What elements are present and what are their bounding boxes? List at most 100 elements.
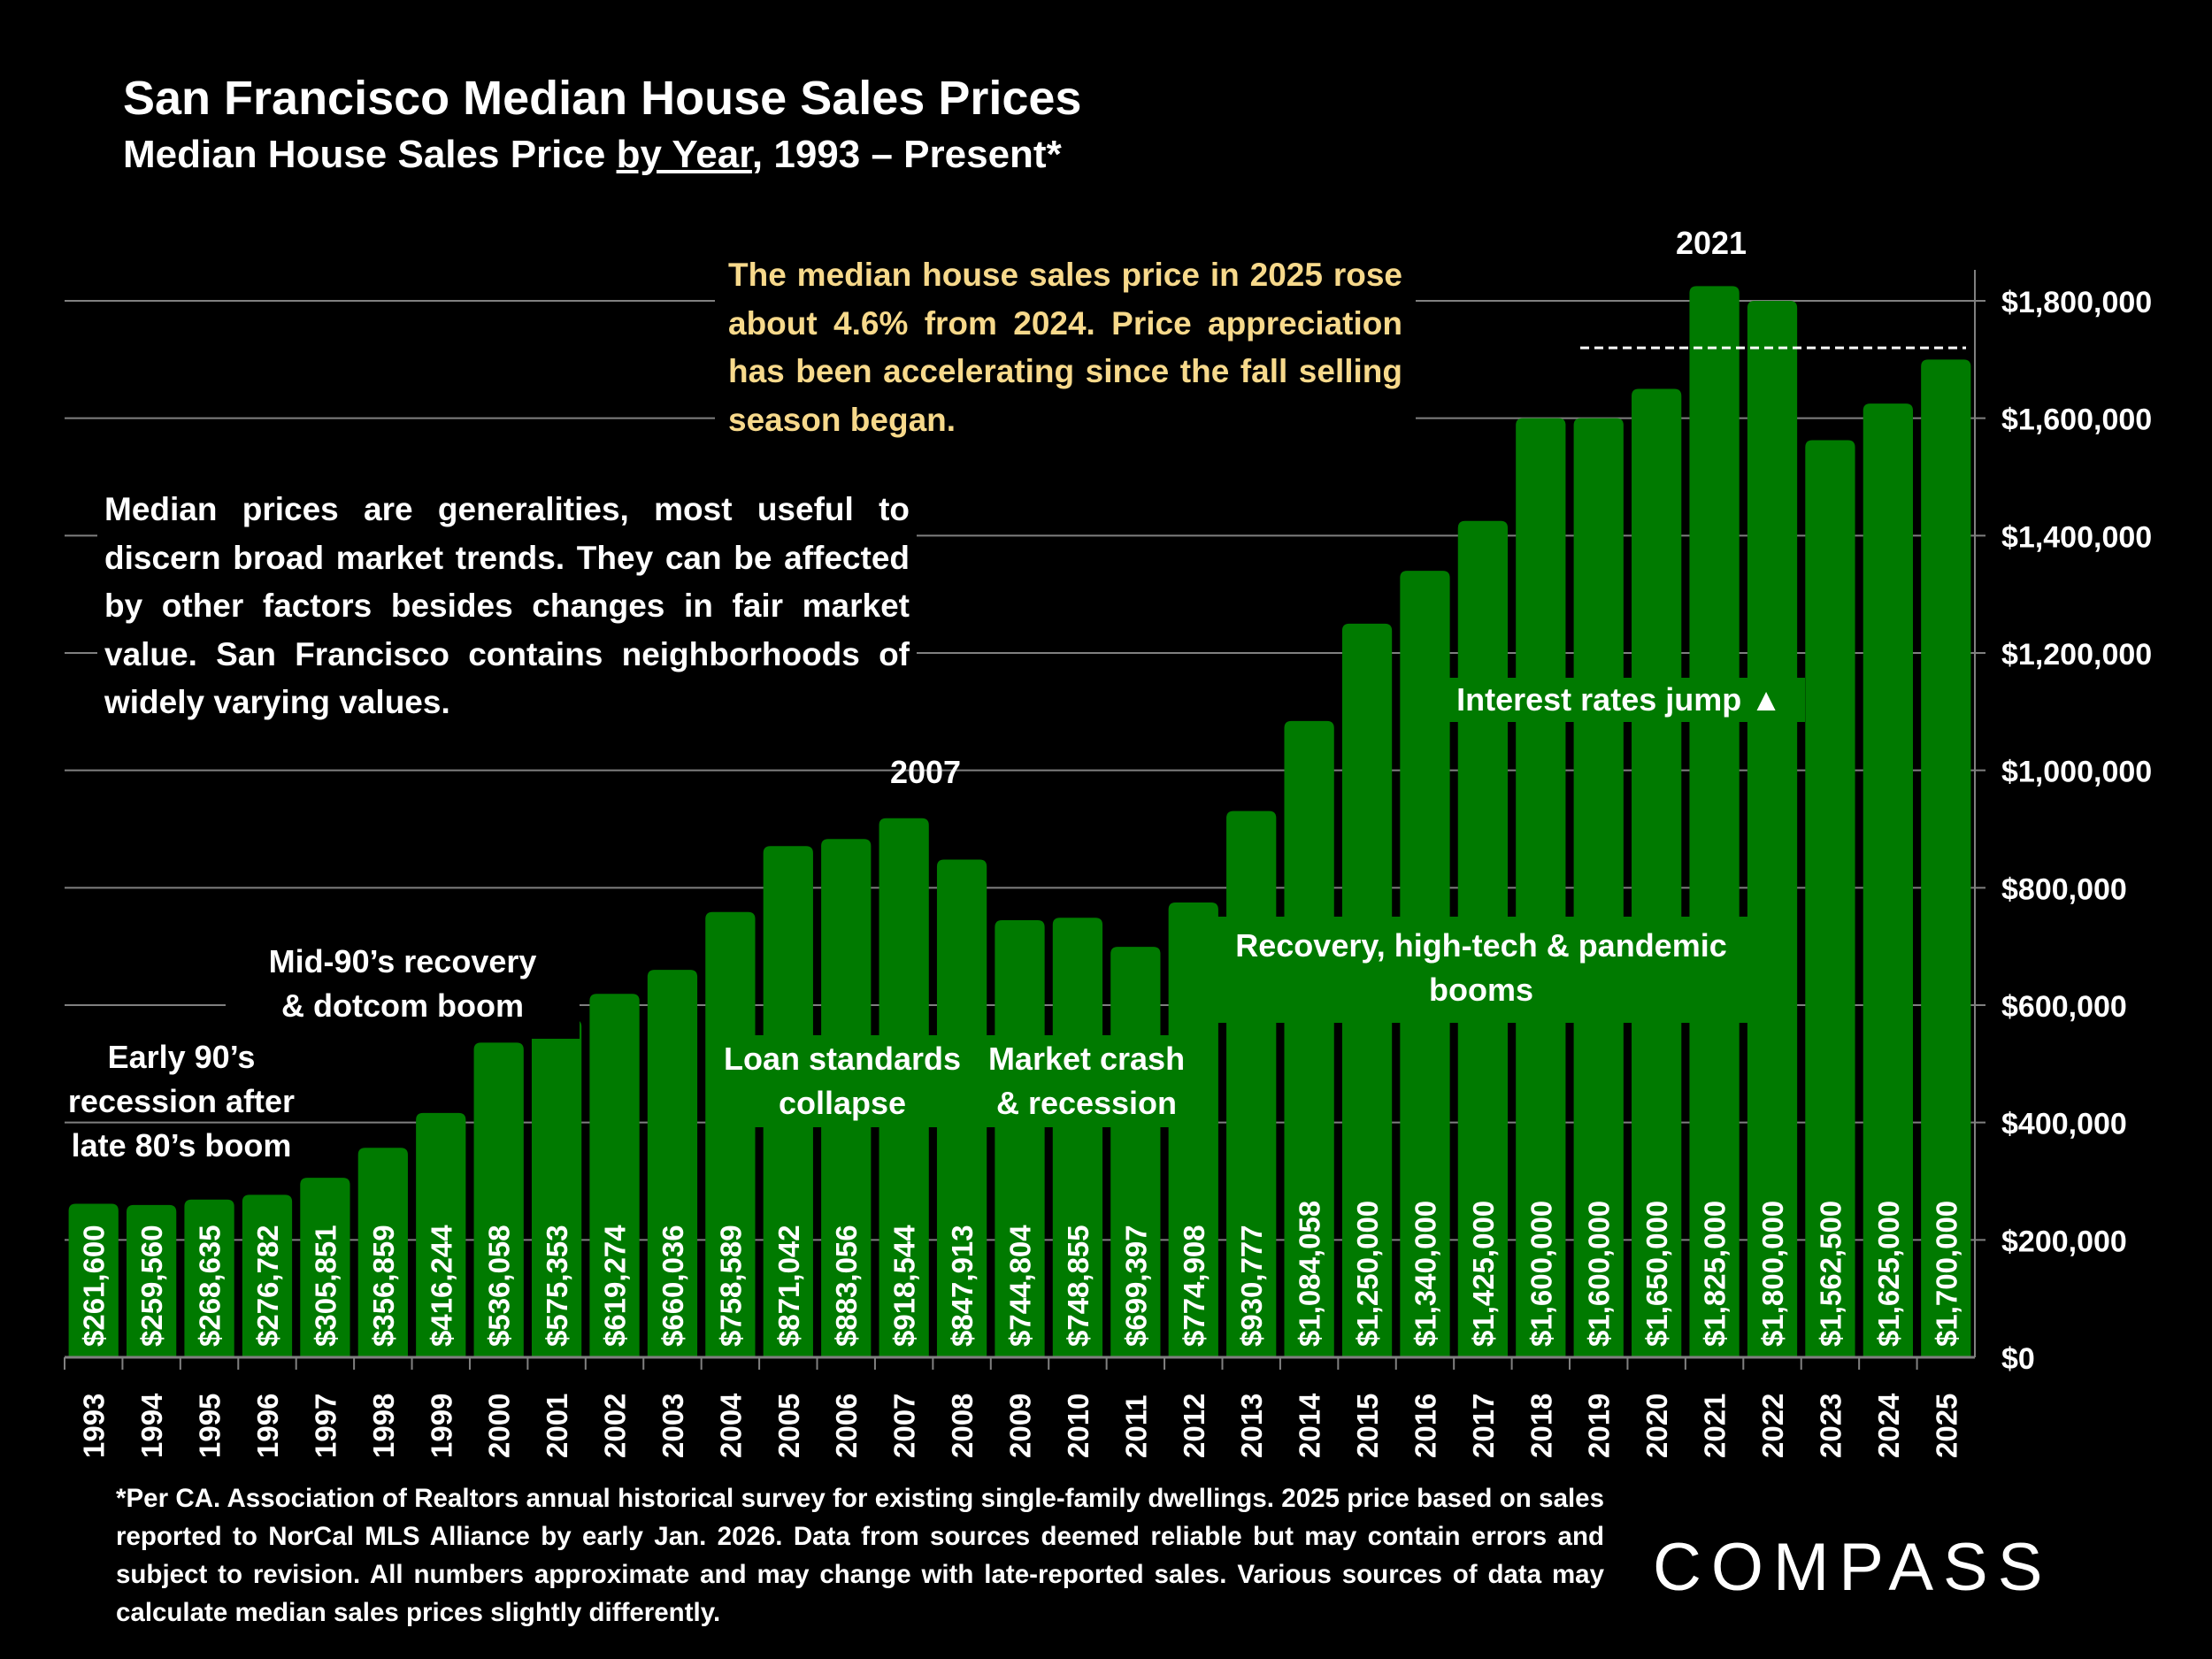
annotation-interest-rates: Interest rates jump ▲ bbox=[1433, 678, 1805, 722]
data-label: $1,650,000 bbox=[1640, 1201, 1673, 1347]
annotation-line: collapse bbox=[778, 1085, 907, 1121]
bar-2002 bbox=[589, 994, 640, 1357]
annotation-line: Mid-90’s recovery bbox=[268, 943, 537, 979]
bar-2019 bbox=[1573, 418, 1624, 1358]
data-label: $1,425,000 bbox=[1467, 1201, 1500, 1347]
bar-1994 bbox=[127, 1204, 177, 1357]
x-tick-label: 1998 bbox=[367, 1394, 400, 1458]
x-tick-label: 2013 bbox=[1235, 1394, 1268, 1458]
compass-logo: COMPASS bbox=[1653, 1530, 2053, 1605]
x-tick-label: 2022 bbox=[1756, 1394, 1789, 1458]
annotation-market-crash: Market crash & recession bbox=[980, 1035, 1193, 1127]
bar-2010 bbox=[1052, 918, 1103, 1357]
annotation-2007: 2007 bbox=[889, 754, 962, 790]
bars bbox=[68, 286, 1971, 1358]
x-tick-label: 2009 bbox=[1004, 1394, 1037, 1458]
bar-2000 bbox=[473, 1042, 524, 1357]
data-label: $619,274 bbox=[599, 1225, 632, 1347]
x-tick-label: 2008 bbox=[946, 1394, 979, 1458]
x-tick-label: 1994 bbox=[135, 1393, 168, 1458]
data-label: $1,340,000 bbox=[1409, 1201, 1441, 1347]
annotation-line: & dotcom boom bbox=[281, 987, 524, 1024]
data-label: $416,244 bbox=[425, 1225, 457, 1347]
y-tick-label: $1,800,000 bbox=[2001, 286, 2152, 319]
subtitle-text: Median House Sales Price bbox=[123, 133, 617, 176]
bar-2020 bbox=[1632, 388, 1682, 1357]
y-tick-label: $1,600,000 bbox=[2001, 403, 2152, 437]
y-tick-label: $200,000 bbox=[2001, 1225, 2127, 1258]
data-label: $1,084,058 bbox=[1294, 1201, 1326, 1347]
data-label: $1,700,000 bbox=[1930, 1201, 1962, 1347]
bar-1993 bbox=[68, 1203, 119, 1357]
bar-2009 bbox=[995, 919, 1045, 1357]
data-label: $1,600,000 bbox=[1583, 1201, 1616, 1347]
y-tick-label: $1,200,000 bbox=[2001, 638, 2152, 672]
chart-subtitle: Median House Sales Price by Year, 1993 –… bbox=[123, 133, 1062, 177]
x-tick-label: 2020 bbox=[1640, 1394, 1673, 1458]
data-label: $1,250,000 bbox=[1351, 1201, 1384, 1347]
labels: $261,600 1993 $259,560 1994 $268,635 1995 $276… bbox=[78, 346, 1966, 1458]
x-tick-label: 1997 bbox=[309, 1394, 342, 1458]
data-label: $1,800,000 bbox=[1756, 1201, 1789, 1347]
annotation-line: & recession bbox=[995, 1085, 1178, 1121]
callout-left: Median prices are generalities, most use… bbox=[97, 480, 917, 733]
data-label: $748,855 bbox=[1062, 1225, 1094, 1347]
x-tick-label: 2010 bbox=[1062, 1394, 1094, 1458]
data-label: $699,397 bbox=[1119, 1225, 1152, 1347]
footnote: *Per CA. Association of Realtors annual … bbox=[116, 1484, 1604, 1627]
x-tick-label: 2012 bbox=[1178, 1394, 1210, 1458]
bar-2004 bbox=[705, 911, 756, 1357]
bar-1998 bbox=[357, 1148, 408, 1357]
bar-1999 bbox=[416, 1112, 466, 1357]
x-tick-label: 2006 bbox=[830, 1394, 863, 1458]
bar-2024 bbox=[1863, 403, 1913, 1357]
y-tick-label: $800,000 bbox=[2001, 872, 2127, 906]
annotation-line: Early 90’s bbox=[107, 1039, 256, 1075]
data-label: $1,600,000 bbox=[1525, 1201, 1557, 1347]
y-tick-label: $1,000,000 bbox=[2001, 756, 2152, 789]
y-tick-label: $0 bbox=[2001, 1342, 2035, 1376]
annotation-line: Market crash bbox=[987, 1041, 1186, 1077]
data-label: $871,042 bbox=[772, 1225, 805, 1347]
x-tick-label: 2002 bbox=[599, 1394, 632, 1458]
x-tick-label: 2007 bbox=[888, 1394, 921, 1458]
bar-1997 bbox=[300, 1178, 350, 1357]
data-label: $918,544 bbox=[888, 1225, 921, 1347]
subtitle-text-end: , 1993 – Present* bbox=[751, 133, 1062, 176]
data-label: $536,058 bbox=[483, 1225, 516, 1347]
annotation-loan-standards: Loan standards collapse bbox=[708, 1035, 977, 1127]
y-tick-label: $400,000 bbox=[2001, 1108, 2127, 1141]
data-label: $883,056 bbox=[830, 1225, 863, 1347]
data-label: $774,908 bbox=[1178, 1225, 1210, 1347]
data-label: $744,804 bbox=[1004, 1225, 1037, 1347]
data-label: $259,560 bbox=[135, 1225, 168, 1347]
x-tick-label: 2016 bbox=[1409, 1394, 1441, 1458]
x-tick-label: 1999 bbox=[425, 1394, 457, 1458]
y-tick-label: $600,000 bbox=[2001, 990, 2127, 1024]
x-tick-label: 2018 bbox=[1525, 1394, 1557, 1458]
axes: $0 $200,000 $400,000 $600,000 $800,000 $1,000… bbox=[64, 270, 2152, 1376]
annotation-line: Loan standards bbox=[723, 1041, 962, 1077]
bar-2014 bbox=[1284, 720, 1334, 1357]
x-tick-label: 2005 bbox=[772, 1394, 805, 1458]
data-label: $276,782 bbox=[251, 1225, 284, 1347]
bar-2003 bbox=[647, 970, 698, 1357]
annotation-mid-90s: Mid-90’s recovery & dotcom boom bbox=[226, 934, 580, 1039]
data-label: $930,777 bbox=[1235, 1225, 1268, 1347]
data-label: $575,353 bbox=[541, 1225, 573, 1347]
y-tick-label: $1,400,000 bbox=[2001, 520, 2152, 554]
x-tick-label: 2014 bbox=[1294, 1393, 1326, 1458]
x-tick-label: 2011 bbox=[1119, 1394, 1152, 1458]
x-tick-label: 1995 bbox=[194, 1394, 227, 1458]
x-tick-label: 2015 bbox=[1351, 1394, 1384, 1458]
x-tick-label: 1993 bbox=[78, 1394, 111, 1458]
data-label: $1,562,500 bbox=[1814, 1201, 1847, 1347]
bar-2018 bbox=[1516, 418, 1566, 1358]
data-label: $847,913 bbox=[946, 1225, 979, 1347]
bar-2025 bbox=[1921, 359, 1971, 1357]
data-label: $1,625,000 bbox=[1872, 1201, 1905, 1347]
x-tick-label: 2000 bbox=[483, 1394, 516, 1458]
annotation-line: recession after bbox=[67, 1083, 296, 1119]
x-tick-label: 2021 bbox=[1699, 1394, 1732, 1458]
